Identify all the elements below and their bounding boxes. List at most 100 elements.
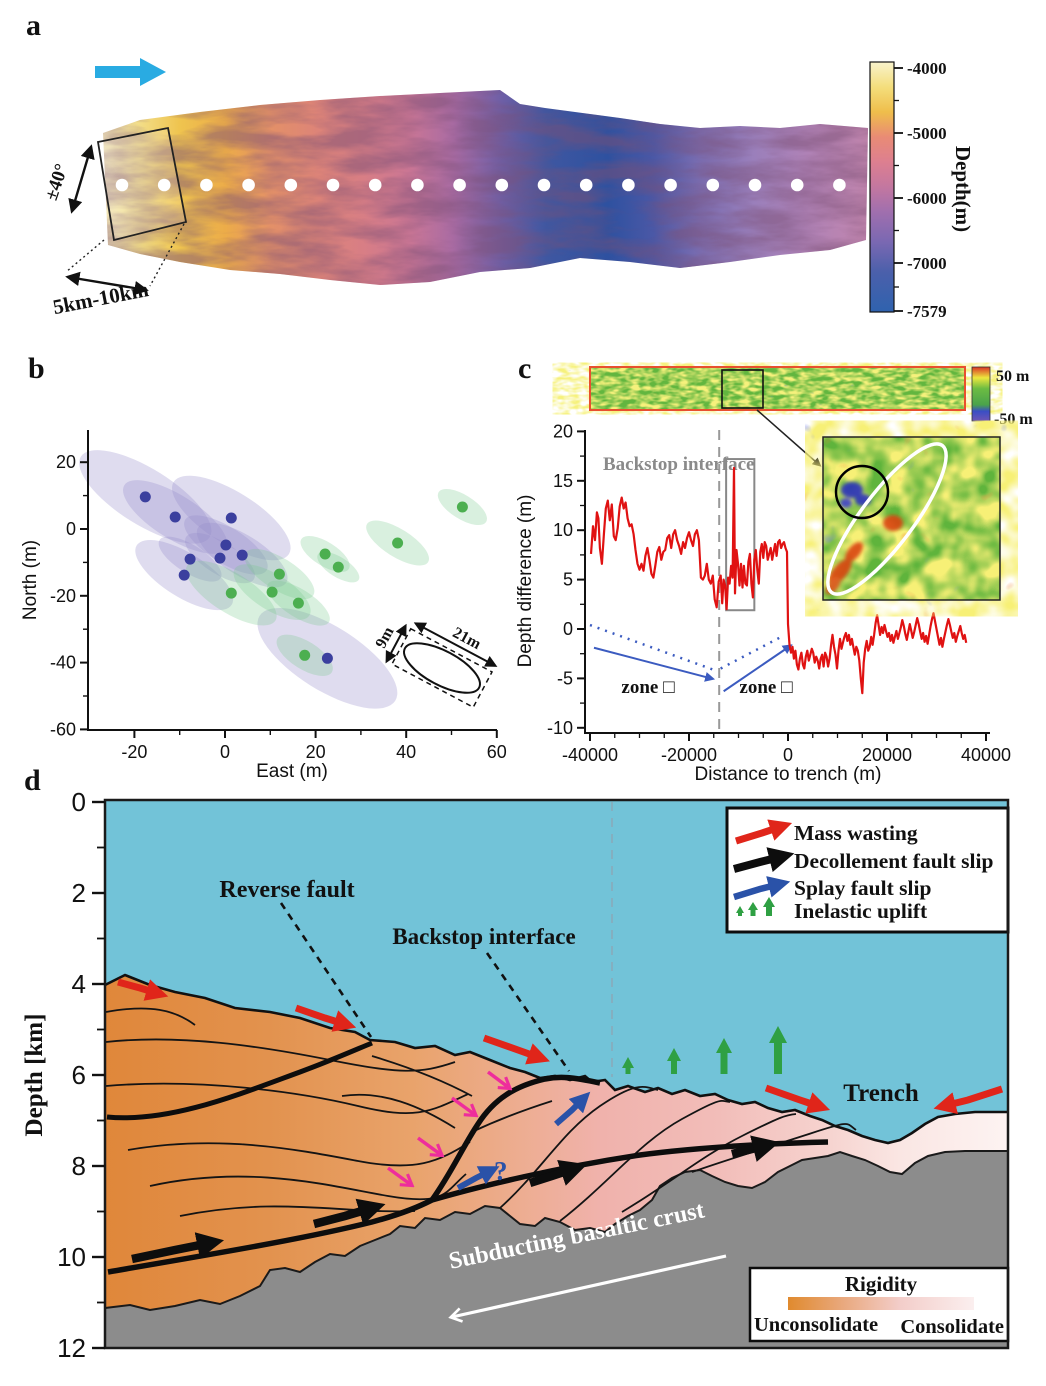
panel-a-bathymetry-map: a ±40° 5km-10km -4000 -5000 -6000 -7000 -757… — [26, 9, 975, 321]
epicenter-dot — [225, 587, 237, 599]
epicenter-dot — [184, 553, 196, 565]
uplift-arrows — [622, 1026, 787, 1074]
depth-tick-label: 10 — [57, 1242, 86, 1272]
x-tick-label: 40 — [396, 742, 416, 762]
backstop-interface-label-d: Backstop interface — [392, 924, 575, 949]
panel-c-label: c — [518, 352, 531, 385]
depth-tick-label: 6 — [72, 1060, 86, 1090]
epicenter-dot — [299, 649, 311, 661]
zone-left-label: zone □ — [621, 677, 675, 698]
y-tick-label: 0 — [563, 619, 573, 639]
transect-dot — [368, 178, 382, 192]
panel-b-xlabel: East (m) — [256, 761, 328, 782]
legend-item-label: Mass wasting — [794, 821, 918, 845]
x-tick-label: 0 — [783, 745, 793, 765]
major-axis-label: 21m — [450, 624, 484, 653]
epicenter-dot — [214, 552, 226, 564]
colorbar-title: Depth(m) — [951, 146, 975, 232]
colorbar-tick-label: -5000 — [907, 124, 947, 143]
bedding-lines — [105, 1007, 857, 1222]
trend-dotted-line — [589, 623, 714, 671]
mass-wasting-arrows — [117, 978, 1004, 1115]
epicenter-dot — [292, 597, 304, 609]
epicenter-dot — [139, 491, 151, 503]
epicenter-dot — [169, 511, 181, 523]
panel-d-label: d — [24, 764, 41, 797]
trend-arrow — [723, 644, 793, 693]
legend-mass-wasting-arrow-icon — [734, 819, 793, 845]
transect-dot — [790, 178, 804, 192]
y-tick-label: 0 — [66, 519, 76, 539]
decollement-fault — [107, 1139, 829, 1275]
difference-colorbar-top: 50 m — [996, 368, 1030, 385]
transect-dot — [200, 178, 213, 192]
inset-highlight-circle — [834, 464, 890, 520]
panel-b-label: b — [28, 352, 45, 385]
transect-dot — [664, 178, 677, 192]
transect-dot — [706, 178, 720, 192]
transect-dot — [411, 178, 424, 192]
reverse-fault-line — [106, 1040, 373, 1121]
depth-tick-label: 4 — [72, 969, 86, 999]
transect-dot — [326, 178, 340, 192]
trend-dotted-line — [720, 634, 784, 670]
x-tick-label: 20 — [306, 742, 326, 762]
swath-width-arrow-icon — [65, 271, 149, 296]
difference-map-strip — [589, 366, 966, 411]
epicenter-dots — [139, 491, 468, 664]
backstop-pointer — [485, 952, 571, 1072]
swath-angle-label: ±40° — [41, 161, 73, 203]
epicenter-dot — [225, 512, 237, 524]
fault-lines — [106, 1040, 829, 1275]
legend-item-label: Inelastic uplift — [794, 899, 928, 923]
y-tick-label: -40 — [50, 653, 76, 673]
survey-footprint-annotation: ±40° 5km-10km — [41, 126, 188, 319]
colorbar-tick-label: -7000 — [907, 254, 947, 273]
y-tick-label: -20 — [50, 586, 76, 606]
reverse-fault-pointer — [279, 902, 373, 1038]
strip-zoom-box — [721, 369, 764, 409]
epicenter-dot — [319, 548, 331, 560]
legend-item-label: Splay fault slip — [794, 876, 931, 900]
y-tick-label: -10 — [547, 718, 573, 738]
epicenter-dot — [178, 569, 190, 581]
zoom-inset-map — [822, 436, 1001, 601]
depth-axis: 0 2 4 6 8 10 12 — [57, 787, 105, 1363]
x-tick-label: -20000 — [661, 745, 717, 765]
epicenter-dot — [321, 652, 333, 664]
transect-dot — [622, 178, 635, 192]
epicenter-dot — [236, 549, 248, 561]
transect-dot — [453, 178, 466, 192]
minor-axis-arrow-icon — [385, 623, 407, 664]
x-tick-label: 0 — [220, 742, 230, 762]
reverse-fault-label: Reverse fault — [219, 877, 354, 903]
panel-c-ylabel: Depth difference (m) — [515, 495, 536, 668]
difference-colorbar-bottom: -50 m — [994, 411, 1033, 428]
epicenter-dot — [266, 586, 278, 598]
x-tick-label: 40000 — [961, 745, 1011, 765]
epicenter-dot — [456, 501, 468, 513]
inset-highlight-ellipse — [826, 442, 948, 596]
epicenter-dot — [332, 561, 344, 573]
panel-c-axes: -40000 -20000 0 20000 40000 20 15 10 5 0 -5 -10 Dis… — [515, 421, 1011, 785]
backstop-interface-label-c: Backstop interface — [603, 454, 754, 475]
panel-c-annotations — [589, 430, 793, 733]
depth-tick-label: 0 — [72, 787, 86, 817]
legend-uplift-arrows-icon — [736, 897, 775, 916]
legend-item-label: Decollement fault slip — [794, 849, 993, 873]
transect-dot — [242, 178, 255, 192]
transect-dot — [495, 178, 509, 192]
major-axis-arrow-icon — [413, 622, 498, 667]
compression-arrows — [386, 1070, 508, 1184]
x-tick-label: 20000 — [862, 745, 912, 765]
spike-highlight-box — [725, 458, 756, 612]
trench-label: Trench — [843, 1080, 919, 1107]
epicenter-dot — [273, 568, 285, 580]
transect-dot — [157, 178, 171, 192]
rigidity-left-label: Unconsolidate — [754, 1314, 878, 1336]
legend-decollement-arrow-icon — [732, 847, 795, 873]
transect-dot — [537, 178, 551, 192]
y-tick-label: -5 — [557, 668, 573, 688]
swath-angle-arrow-icon — [68, 144, 95, 214]
